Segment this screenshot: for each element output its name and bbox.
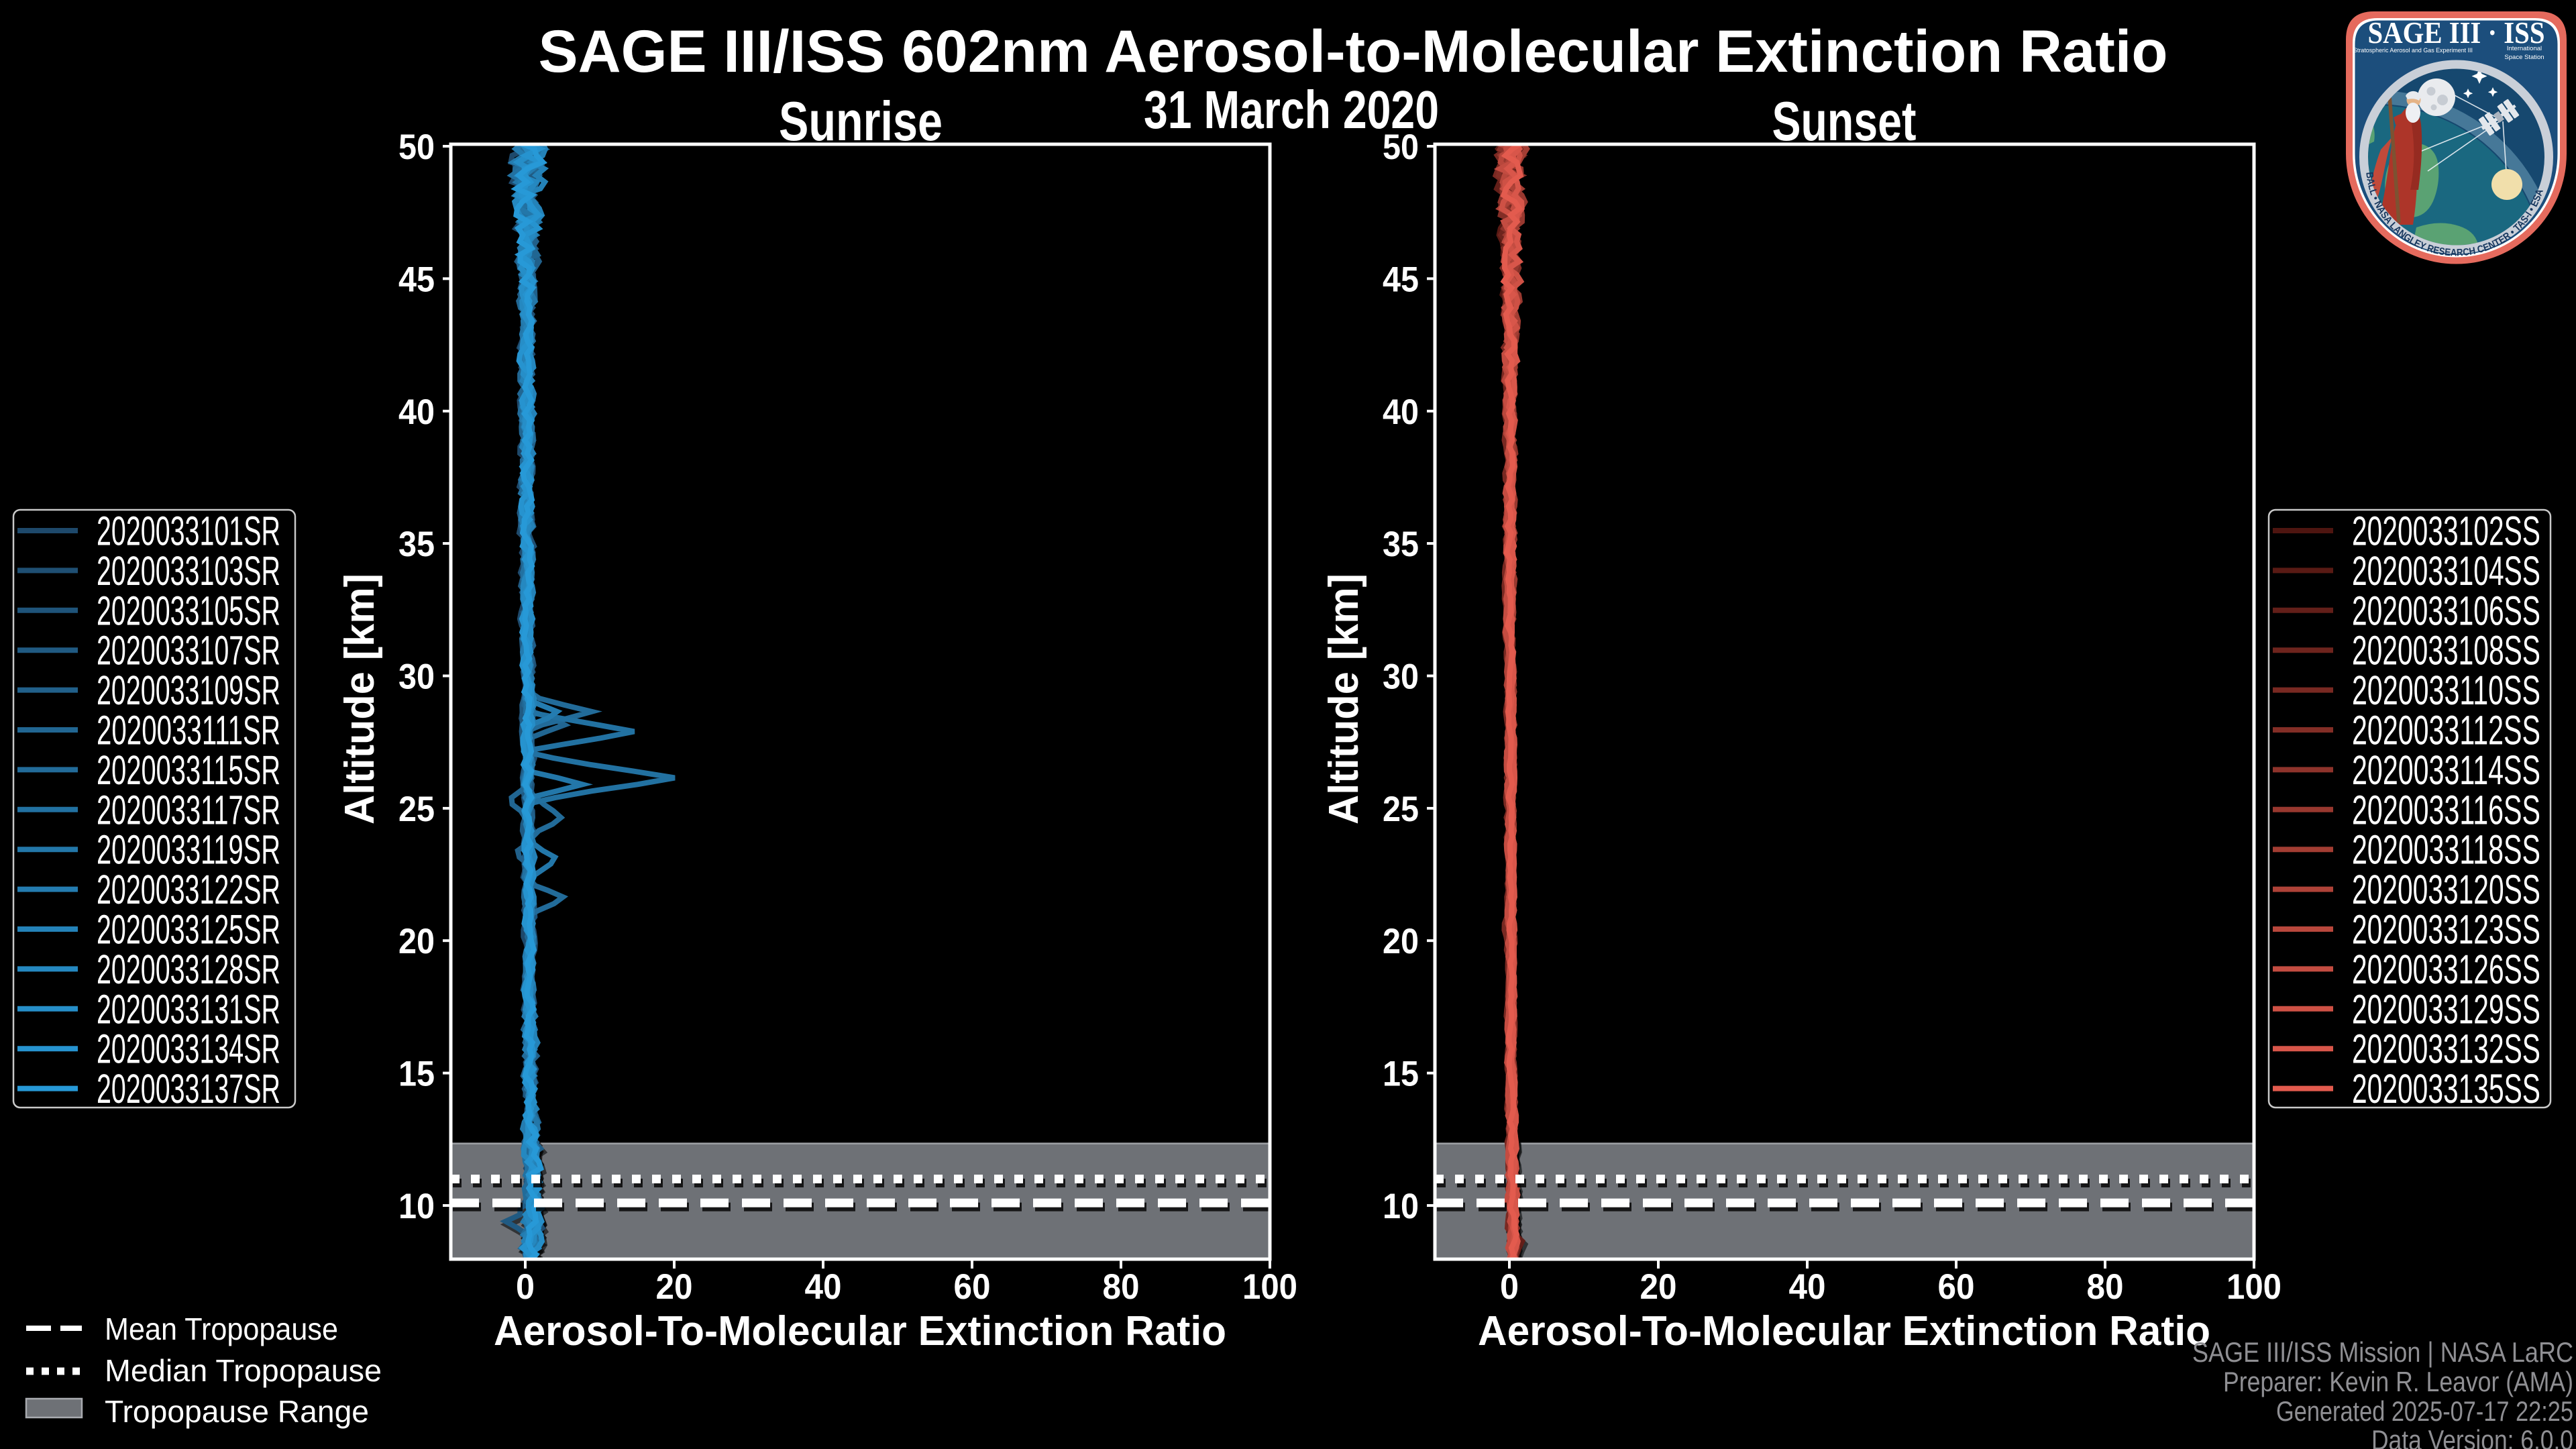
svg-text:Altitude [km]: Altitude [km] xyxy=(337,574,383,824)
svg-text:2020033134SR: 2020033134SR xyxy=(97,1026,280,1072)
svg-text:2020033132SS: 2020033132SS xyxy=(2352,1026,2540,1072)
svg-text:2020033117SR: 2020033117SR xyxy=(97,787,280,833)
svg-text:2020033131SR: 2020033131SR xyxy=(97,986,280,1032)
svg-text:2020033105SR: 2020033105SR xyxy=(97,588,280,633)
svg-text:50: 50 xyxy=(398,127,435,167)
svg-text:Generated 2025-07-17 22:25: Generated 2025-07-17 22:25 xyxy=(2276,1395,2573,1427)
svg-text:50: 50 xyxy=(1383,127,1419,167)
svg-text:0: 0 xyxy=(1500,1267,1519,1307)
svg-text:2020033122SR: 2020033122SR xyxy=(97,867,280,912)
svg-text:60: 60 xyxy=(1938,1267,1975,1307)
svg-text:Preparer: Kevin R. Leavor (AMA: Preparer: Kevin R. Leavor (AMA) xyxy=(2223,1366,2573,1397)
svg-text:80: 80 xyxy=(2087,1267,2124,1307)
svg-text:2020033111SR: 2020033111SR xyxy=(97,708,280,753)
svg-text:2020033123SS: 2020033123SS xyxy=(2352,907,2540,953)
svg-text:2020033112SS: 2020033112SS xyxy=(2352,708,2540,753)
svg-text:40: 40 xyxy=(805,1267,842,1307)
svg-text:40: 40 xyxy=(1789,1267,1826,1307)
svg-text:Stratospheric Aerosol and Gas: Stratospheric Aerosol and Gas Experiment… xyxy=(2353,47,2473,54)
svg-text:2020033137SR: 2020033137SR xyxy=(97,1066,280,1112)
svg-text:45: 45 xyxy=(1383,260,1419,299)
svg-text:2020033125SR: 2020033125SR xyxy=(97,907,280,953)
svg-text:2020033110SS: 2020033110SS xyxy=(2352,667,2540,713)
svg-text:15: 15 xyxy=(398,1055,435,1094)
svg-text:Tropopause Range: Tropopause Range xyxy=(105,1394,369,1429)
svg-text:Space Station: Space Station xyxy=(2504,54,2544,61)
svg-text:SAGE III/ISS 602nm Aerosol-to-: SAGE III/ISS 602nm Aerosol-to-Molecular … xyxy=(539,17,2168,85)
svg-text:2020033107SR: 2020033107SR xyxy=(97,628,280,674)
svg-text:2020033101SR: 2020033101SR xyxy=(97,508,280,554)
svg-text:2020033106SS: 2020033106SS xyxy=(2352,588,2540,633)
svg-text:2020033118SS: 2020033118SS xyxy=(2352,827,2540,873)
svg-text:2020033108SS: 2020033108SS xyxy=(2352,628,2540,674)
svg-text:20: 20 xyxy=(398,922,435,961)
svg-text:10: 10 xyxy=(398,1187,435,1226)
svg-text:International: International xyxy=(2507,45,2542,52)
svg-text:2020033120SS: 2020033120SS xyxy=(2352,867,2540,912)
svg-text:Data Version: 6.0.0: Data Version: 6.0.0 xyxy=(2371,1424,2573,1449)
svg-text:2020033115SR: 2020033115SR xyxy=(97,747,280,793)
svg-text:2020033103SR: 2020033103SR xyxy=(97,548,280,594)
svg-text:40: 40 xyxy=(1383,392,1419,432)
svg-text:SAGE III/ISS Mission | NASA La: SAGE III/ISS Mission | NASA LaRC xyxy=(2192,1336,2573,1368)
svg-text:30: 30 xyxy=(1383,657,1419,697)
svg-text:Mean Tropopause: Mean Tropopause xyxy=(105,1311,338,1346)
svg-text:25: 25 xyxy=(398,790,435,829)
svg-text:30: 30 xyxy=(398,657,435,697)
svg-text:45: 45 xyxy=(398,260,435,299)
svg-text:40: 40 xyxy=(398,392,435,432)
svg-text:80: 80 xyxy=(1103,1267,1140,1307)
svg-text:Aerosol-To-Molecular Extinctio: Aerosol-To-Molecular Extinction Ratio xyxy=(1478,1308,2210,1354)
svg-text:Sunset: Sunset xyxy=(1772,90,1917,152)
svg-text:20: 20 xyxy=(656,1267,693,1307)
svg-text:2020033128SR: 2020033128SR xyxy=(97,947,280,992)
svg-text:0: 0 xyxy=(516,1267,535,1307)
svg-text:Aerosol-To-Molecular Extinctio: Aerosol-To-Molecular Extinction Ratio xyxy=(494,1308,1226,1354)
svg-text:35: 35 xyxy=(1383,525,1419,564)
svg-text:2020033129SS: 2020033129SS xyxy=(2352,986,2540,1032)
svg-text:Altitude [km]: Altitude [km] xyxy=(1321,574,1367,824)
svg-text:20: 20 xyxy=(1640,1267,1677,1307)
svg-text:10: 10 xyxy=(1383,1187,1419,1226)
svg-text:25: 25 xyxy=(1383,790,1419,829)
svg-text:2020033135SS: 2020033135SS xyxy=(2352,1066,2540,1112)
svg-text:2020033109SR: 2020033109SR xyxy=(97,667,280,713)
svg-text:2020033102SS: 2020033102SS xyxy=(2352,508,2540,554)
svg-text:35: 35 xyxy=(398,525,435,564)
svg-text:100: 100 xyxy=(1242,1267,1297,1307)
svg-text:2020033104SS: 2020033104SS xyxy=(2352,548,2540,594)
svg-text:2020033116SS: 2020033116SS xyxy=(2352,787,2540,833)
svg-text:2020033126SS: 2020033126SS xyxy=(2352,947,2540,992)
svg-text:2020033119SR: 2020033119SR xyxy=(97,827,280,873)
svg-text:15: 15 xyxy=(1383,1055,1419,1094)
svg-text:Median Tropopause: Median Tropopause xyxy=(105,1353,382,1388)
svg-text:SAGE III · ISS: SAGE III · ISS xyxy=(2368,15,2545,50)
svg-text:20: 20 xyxy=(1383,922,1419,961)
svg-text:Sunrise: Sunrise xyxy=(779,90,943,152)
svg-text:31 March 2020: 31 March 2020 xyxy=(1144,80,1439,140)
svg-text:2020033114SS: 2020033114SS xyxy=(2352,747,2540,793)
svg-text:60: 60 xyxy=(954,1267,991,1307)
svg-text:100: 100 xyxy=(2226,1267,2282,1307)
